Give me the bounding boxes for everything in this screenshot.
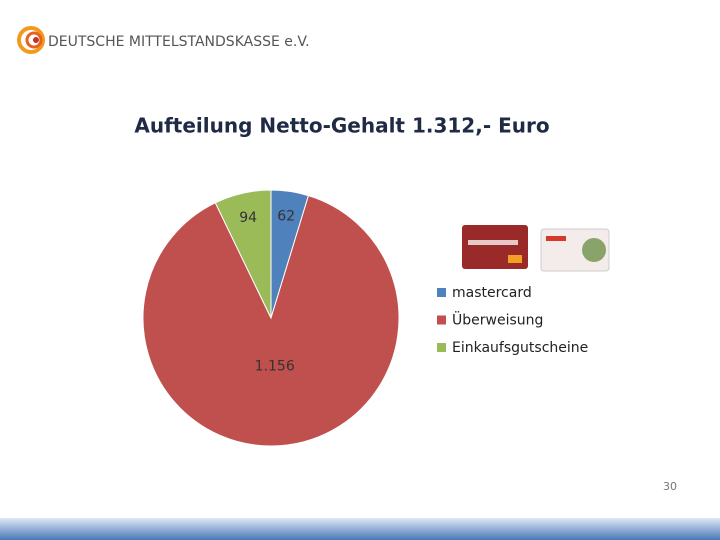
legend-label: mastercard [452,285,532,301]
card-images [462,225,610,272]
slide-number: 30 [663,480,677,493]
data-label: 1.156 [255,358,295,374]
organization: DEUTSCHE MITTELSTANDSKASSE e.V. [48,34,310,50]
data-label: 94 [239,210,257,226]
pie-slice [214,189,272,319]
legend-swatch [437,315,446,325]
legend-swatch [437,343,446,352]
pie-slice [142,194,400,447]
chart-title: Aufteilung Netto-Gehalt 1.312,- Euro [134,114,549,138]
logo [17,26,45,54]
legend-label: Einkaufsgutscheine [452,340,588,356]
legend-swatch [437,288,446,297]
data-label: 62 [277,209,295,225]
footer-bar [0,518,720,540]
legend-label: Überweisung [452,311,543,329]
